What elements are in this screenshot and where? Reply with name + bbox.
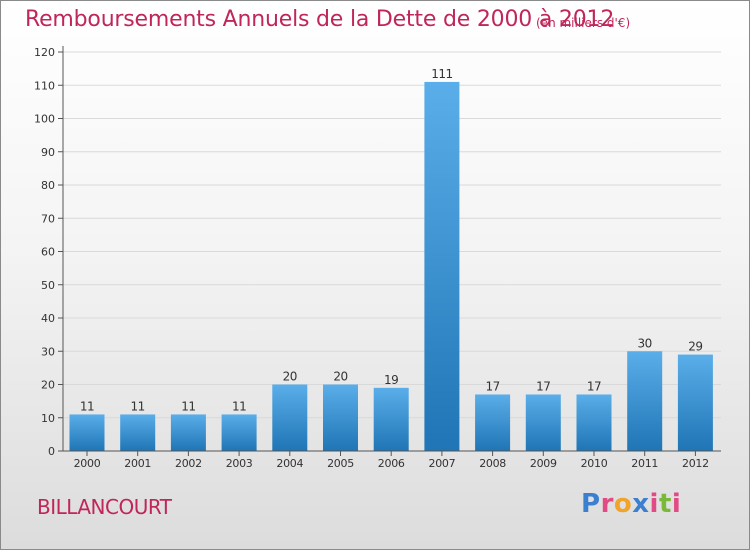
x-tick-label: 2003: [226, 457, 253, 470]
bar-value-labels: 11 11 11 11 20 20 19 111 17 17 17 30 29: [80, 67, 703, 413]
bar-value-label: 17: [587, 379, 601, 393]
logo-letter: i: [649, 489, 659, 519]
bar-2000: [69, 414, 105, 451]
y-tick-label: 80: [41, 179, 55, 192]
bar-2007: [424, 81, 460, 452]
y-tick-label: 10: [41, 412, 55, 425]
bar-value-label: 11: [131, 399, 145, 413]
bar-2009: [525, 394, 561, 451]
x-tick-label: 2009: [530, 457, 557, 470]
x-tick-label: 2010: [581, 457, 608, 470]
bar-value-label: 20: [333, 370, 347, 384]
y-axis-ticks: 0 10 20 30 40 50 60 70 80 90 100 110 120: [34, 46, 63, 458]
logo-letter: o: [613, 489, 633, 519]
logo-letter: t: [658, 489, 672, 519]
city-name: BILLANCOURT: [37, 495, 172, 519]
chart-title: Remboursements Annuels de la Dette de 20…: [25, 7, 615, 32]
x-tick-label: 2000: [74, 457, 101, 470]
x-tick-label: 2008: [479, 457, 506, 470]
x-tick-label: 2004: [276, 457, 303, 470]
logo-letter: r: [600, 489, 614, 519]
x-tick-label: 2001: [124, 457, 151, 470]
y-tick-label: 30: [41, 345, 55, 358]
bar-value-label: 11: [232, 399, 246, 413]
x-tick-label: 2006: [378, 457, 405, 470]
logo-letter: P: [581, 489, 601, 519]
bar-value-label: 19: [384, 373, 398, 387]
x-tick-label: 2005: [327, 457, 354, 470]
bar-value-label: 29: [688, 340, 702, 354]
bars: [69, 81, 713, 452]
bar-2005: [323, 384, 358, 451]
y-tick-label: 100: [34, 113, 55, 126]
bar-2002: [170, 414, 206, 451]
bar-2001: [120, 414, 156, 451]
bar-value-label: 30: [638, 336, 652, 350]
y-tick-label: 70: [41, 212, 55, 225]
y-tick-label: 0: [48, 445, 55, 458]
x-tick-label: 2007: [429, 457, 456, 470]
bar-value-label: 11: [181, 399, 195, 413]
y-tick-label: 120: [34, 46, 55, 59]
y-tick-label: 40: [41, 312, 55, 325]
x-tick-label: 2002: [175, 457, 202, 470]
chart-unit: (en milliers d'€): [536, 16, 631, 30]
logo-letter: i: [671, 489, 682, 519]
bar-2004: [272, 384, 308, 451]
bar-value-label: 17: [485, 379, 499, 393]
bar-2010: [576, 394, 612, 451]
x-axis-ticks: 2000 2001 2002 2003 2004 2005 2006 2007 2008 2009…: [74, 451, 709, 470]
bar-2011: [627, 351, 663, 451]
bar-2012: [677, 354, 713, 451]
y-tick-label: 90: [41, 146, 55, 159]
y-tick-label: 60: [41, 246, 55, 259]
bar-value-label: 20: [283, 370, 297, 384]
logo-letter: x: [632, 489, 650, 519]
bar-2006: [373, 387, 409, 451]
proxiti-logo: Proxiti: [581, 489, 681, 519]
bar-2008: [475, 394, 511, 451]
x-tick-label: 2011: [631, 457, 658, 470]
bar-value-label: 111: [431, 67, 452, 81]
bar-value-label: 17: [536, 379, 550, 393]
bar-2003: [221, 414, 257, 451]
x-tick-label: 2012: [682, 457, 709, 470]
y-tick-label: 50: [41, 279, 55, 292]
y-tick-label: 20: [41, 379, 55, 392]
y-tick-label: 110: [34, 79, 55, 92]
bar-value-label: 11: [80, 399, 94, 413]
